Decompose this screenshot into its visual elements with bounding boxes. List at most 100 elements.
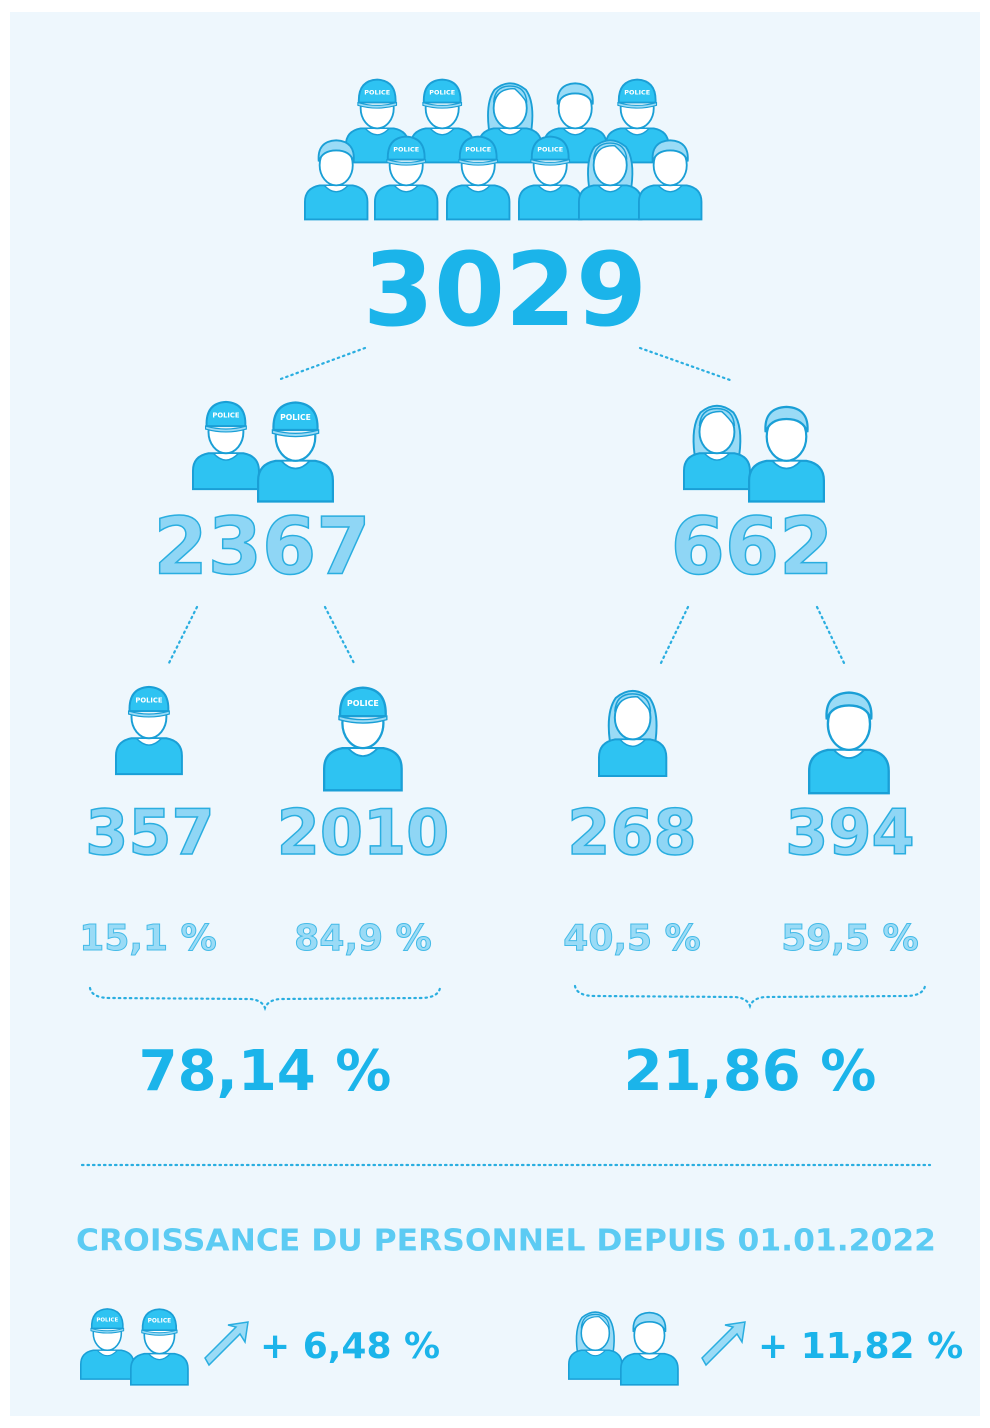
cap-brim (204, 425, 247, 433)
cap-brim (458, 158, 499, 166)
body (115, 737, 183, 776)
connector (166, 605, 199, 667)
hair (317, 139, 355, 162)
cap (357, 78, 397, 104)
connector (323, 605, 357, 667)
fringe (492, 85, 528, 103)
fringe (614, 693, 652, 713)
cap (617, 78, 657, 104)
cap-label: POLICE (96, 1317, 118, 1323)
collar (363, 127, 391, 136)
body (598, 738, 668, 778)
hair (556, 82, 594, 105)
cap-label: POLICE (624, 88, 650, 96)
body (304, 184, 369, 221)
group-share: 21,86 % (624, 1039, 877, 1104)
icons: POLICE POLICE POLICE POLICE POLICE POLICE POLI… (80, 78, 890, 1386)
cap (458, 135, 498, 161)
child-value: 394 (785, 796, 914, 869)
cap (386, 135, 426, 161)
child-share: 59,5 % (781, 918, 918, 959)
fringe (592, 142, 628, 160)
person-icon: POLICE (257, 401, 335, 503)
collar (623, 127, 651, 136)
group-share: 78,14 % (139, 1039, 392, 1104)
person-icon (638, 139, 703, 221)
collar (134, 737, 164, 746)
collar (428, 127, 456, 136)
hair (632, 1311, 667, 1333)
growth-value: + 11,82 % (758, 1326, 963, 1367)
cap-label: POLICE (393, 145, 419, 153)
person-icon (683, 404, 751, 491)
cap-brim (530, 158, 571, 166)
person-icon (808, 691, 890, 795)
cap-label: POLICE (537, 145, 563, 153)
person-icon: POLICE (323, 686, 403, 792)
growth-title: CROISSANCE DU PERSONNEL DEPUIS 01.01.202… (76, 1224, 936, 1259)
fringe (580, 1313, 610, 1329)
hair (764, 405, 809, 433)
child-value: 2010 (277, 796, 450, 869)
collar (211, 452, 241, 461)
body (620, 1352, 679, 1386)
brace (573, 984, 927, 1010)
cap (90, 1308, 124, 1330)
body (683, 452, 751, 491)
person-icon: POLICE (446, 135, 511, 221)
cap-label: POLICE (148, 1318, 172, 1324)
body (257, 459, 335, 503)
cap-brim (338, 715, 388, 724)
arrow (204, 1321, 746, 1367)
cap (338, 686, 387, 718)
collar (279, 459, 312, 470)
body (446, 184, 511, 221)
cap-label: POLICE (135, 696, 163, 704)
body (748, 459, 826, 503)
child-share: 15,1 % (79, 918, 216, 959)
fringe (698, 407, 736, 427)
person-icon: POLICE (192, 400, 260, 491)
hair (825, 691, 873, 720)
person-icon (598, 689, 668, 778)
collar (536, 184, 564, 193)
collar (583, 1349, 607, 1357)
person-icon (620, 1311, 679, 1386)
connector (815, 605, 847, 667)
collar (322, 184, 350, 193)
cap-brim (422, 101, 463, 109)
body (374, 184, 439, 221)
cap-brim (386, 158, 427, 166)
collar (95, 1349, 119, 1357)
group-value: 662 (671, 502, 834, 592)
child-value: 268 (567, 796, 696, 869)
cap (530, 135, 570, 161)
body (192, 452, 260, 491)
collar (618, 738, 648, 748)
group-value: 2367 (153, 502, 370, 592)
cap-label: POLICE (364, 88, 390, 96)
cap (141, 1308, 178, 1332)
connector (276, 346, 367, 382)
person-icon: POLICE (115, 685, 183, 776)
person-icon: POLICE (130, 1308, 189, 1386)
cap (128, 685, 170, 713)
body (808, 748, 890, 795)
body (323, 746, 403, 792)
cap-brim (141, 1329, 178, 1336)
collar (702, 452, 732, 461)
connector (658, 605, 690, 667)
growth-value: + 6,48 % (260, 1326, 440, 1367)
collar (770, 459, 803, 470)
connector (638, 346, 732, 382)
total: 3029 (363, 231, 647, 350)
cap-label: POLICE (429, 88, 455, 96)
hair (651, 139, 689, 162)
cap-brim (90, 1327, 125, 1334)
brace (88, 986, 442, 1012)
child-share: 40,5 % (563, 918, 700, 959)
body (130, 1352, 189, 1386)
collar (147, 1353, 172, 1361)
person-icon: POLICE (374, 135, 439, 221)
